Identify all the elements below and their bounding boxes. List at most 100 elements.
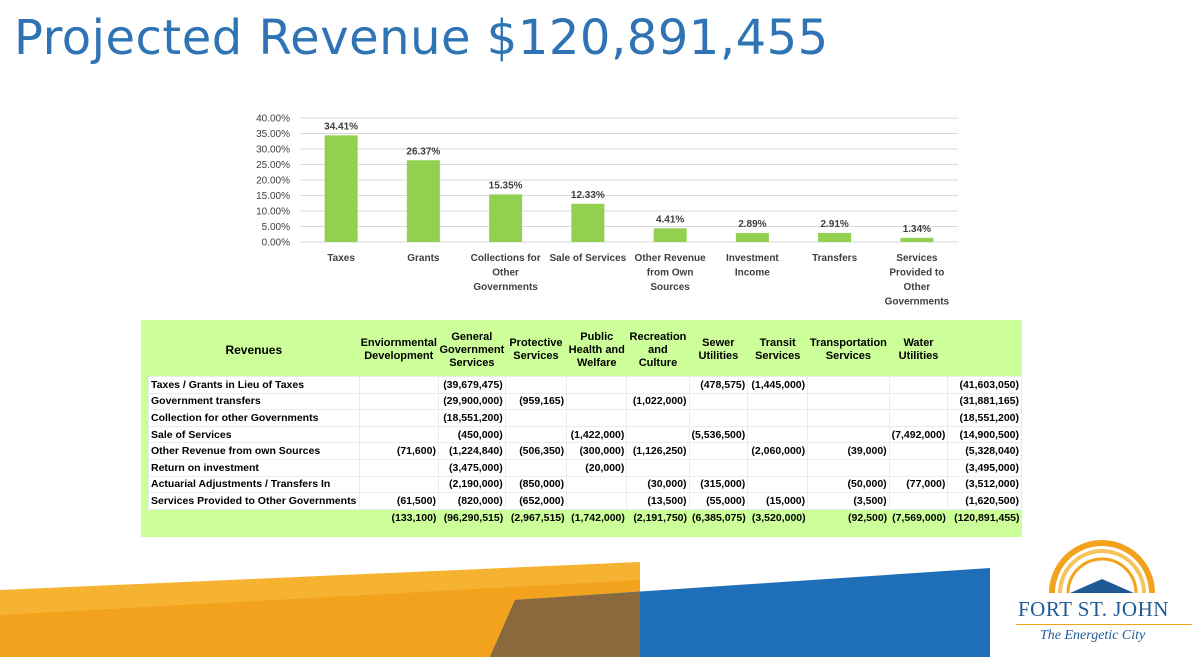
table-cell (566, 492, 628, 510)
data-label: 12.33% (571, 190, 605, 201)
table-cell: (1,224,840) (437, 442, 506, 460)
bar (735, 233, 769, 242)
table-cell (807, 392, 890, 411)
total-cell: (7,569,000) (889, 509, 948, 526)
data-label: 26.37% (406, 146, 440, 157)
y-tick-label: 20.00% (256, 176, 290, 187)
table-cell: (300,000) (566, 442, 628, 460)
table-cell: (3,495,000) (947, 458, 1022, 477)
revenues-header: Revenues (225, 342, 283, 357)
table-cell: (3,475,000) (437, 458, 506, 477)
table-cell: (39,679,475) (437, 376, 506, 394)
total-cell: (1,742,000) (566, 509, 627, 526)
revenue-bar-chart: 0.00% 5.00% 10.00% 15.00% 20.00% 25.00% 30.00%… (256, 114, 958, 308)
revenue-table-panel: Revenues Enviornmental Development General G… (141, 320, 1022, 537)
bar (324, 135, 358, 242)
table-cell: (18,551,200) (947, 409, 1022, 427)
table-cell (566, 475, 628, 494)
table-cell: (13,500) (626, 492, 690, 510)
table-cell (688, 458, 749, 477)
table-cell: (2,060,000) (747, 442, 809, 460)
x-tick-label: Investment Income (726, 253, 779, 279)
table-row: Return on investment (3,475,000) (20,000) (… (148, 458, 1022, 477)
table-cell (626, 409, 690, 427)
table-cell: (652,000) (504, 492, 568, 510)
table-row: Actuarial Adjustments / Transfers In (2,1… (148, 475, 1022, 494)
table-cell: (478,575) (688, 376, 749, 394)
y-tick-label: 0.00% (262, 238, 290, 249)
table-cell: (1,126,250) (626, 442, 690, 460)
x-tick-label: Grants (407, 253, 440, 264)
table-cell: (7,492,000) (888, 425, 949, 444)
table-cell: (1,422,000) (566, 425, 628, 444)
row-label: Taxes / Grants in Lieu of Taxes (148, 376, 360, 394)
table-cell (358, 425, 439, 444)
column-header: Public Health and Welfare (568, 330, 625, 369)
row-label: Collection for other Governments (148, 409, 360, 427)
table-cell: (15,000) (747, 492, 809, 510)
table-cell: (20,000) (566, 458, 628, 477)
column-header: Water Utilities (898, 337, 939, 362)
table-cell: (850,000) (504, 475, 568, 494)
row-label: Services Provided to Other Governments (148, 492, 360, 510)
table-cell: (77,000) (888, 475, 949, 494)
table-cell: (39,000) (807, 442, 890, 460)
table-cell (626, 458, 690, 477)
table-cell (688, 442, 749, 460)
table-cell (358, 458, 439, 477)
totals-label (148, 509, 360, 526)
table-cell: (820,000) (437, 492, 506, 510)
table-row: Government transfers (29,900,000) (959,165… (148, 392, 1022, 411)
decorative-band (0, 562, 990, 657)
x-tick-label: Transfers (812, 253, 857, 264)
table-cell: (450,000) (437, 425, 506, 444)
column-header: Recreation and Culture (629, 330, 687, 369)
data-label: 1.34% (903, 224, 931, 235)
table-cell: (1,022,000) (626, 392, 690, 411)
y-tick-label: 15.00% (256, 191, 290, 202)
table-cell (807, 425, 890, 444)
column-header: Sewer Utilities (698, 337, 739, 362)
table-cell (566, 376, 628, 394)
fort-st-john-logo: FORT ST. JOHN The Energetic City (1010, 535, 1195, 650)
table-cell: (55,000) (688, 492, 749, 510)
table-cell: (71,600) (358, 442, 439, 460)
table-cell: (1,620,500) (947, 492, 1022, 510)
table-cell: (3,512,000) (947, 475, 1022, 494)
y-tick-label: 5.00% (262, 222, 290, 233)
bar (571, 203, 605, 242)
data-label: 2.89% (738, 219, 766, 230)
table-row: Services Provided to Other Governments (6… (148, 492, 1022, 510)
total-cell: (96,290,515) (438, 509, 506, 526)
table-cell (747, 409, 809, 427)
column-header: General Government Services (439, 330, 505, 369)
table-cell: (506,350) (504, 442, 568, 460)
table-cell (747, 475, 809, 494)
column-header: Transportation Services (809, 337, 887, 362)
table-row: Other Revenue from own Sources (71,600) (1… (148, 442, 1022, 460)
x-tick-label: Other Revenue from Own Sources (635, 253, 707, 293)
table-row: Collection for other Governments (18,551,… (148, 409, 1022, 427)
total-cell: (92,500) (807, 509, 890, 526)
table-cell (504, 409, 568, 427)
table-cell (626, 376, 690, 394)
page-title: Projected Revenue $120,891,455 (14, 10, 829, 66)
y-tick-label: 40.00% (256, 114, 290, 125)
revenue-table: Revenues Enviornmental Development General G… (148, 324, 1022, 526)
table-cell (566, 409, 628, 427)
bar (900, 237, 934, 242)
data-label: 4.41% (656, 214, 684, 225)
column-header (948, 324, 1022, 377)
table-cell: (30,000) (626, 475, 690, 494)
bar (489, 194, 523, 242)
table-cell (358, 475, 439, 494)
data-label: 15.35% (489, 180, 523, 191)
table-cell: (29,900,000) (437, 392, 506, 411)
table-cell (626, 425, 690, 444)
total-cell: (2,967,515) (505, 509, 567, 526)
table-cell: (31,881,165) (947, 392, 1022, 411)
table-cell (358, 376, 439, 394)
table-cell (504, 458, 568, 477)
y-tick-label: 10.00% (256, 207, 290, 218)
column-header: Protective Services (509, 337, 563, 362)
